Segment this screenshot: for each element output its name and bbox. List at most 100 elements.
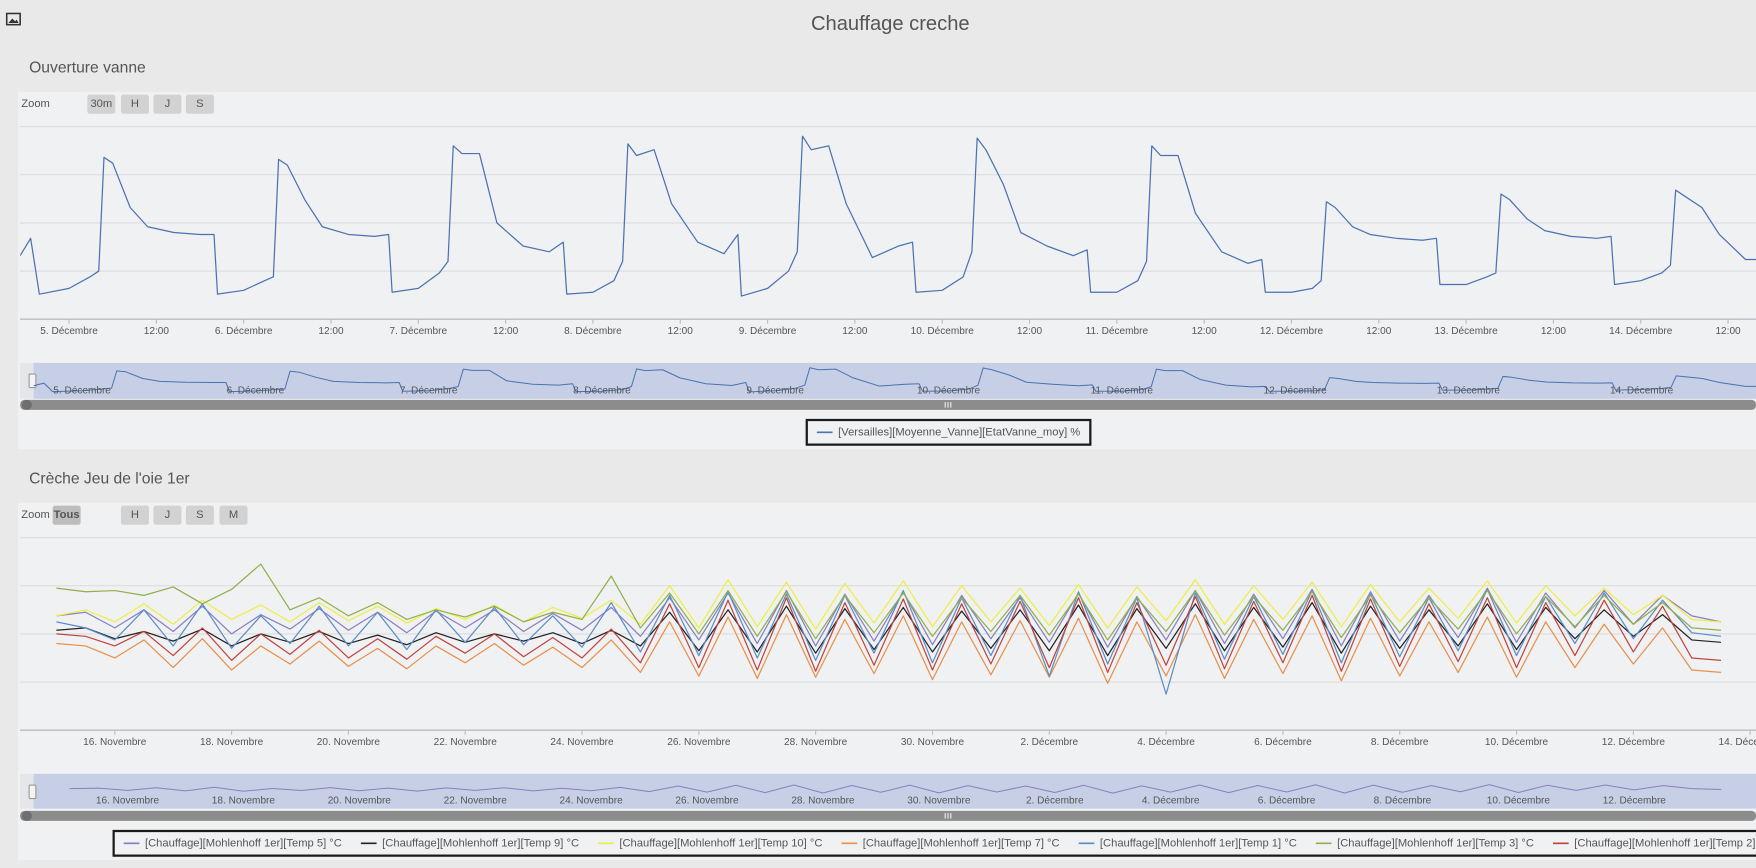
x-tick-label: 26. Novembre — [667, 737, 731, 748]
zoom-button-label[interactable]: S — [196, 509, 203, 521]
navigator-label: 10. Décembre — [1487, 795, 1551, 806]
navigator-label: 24. Novembre — [560, 795, 624, 806]
zoom-button[interactable] — [52, 505, 81, 525]
legend-box — [112, 829, 1756, 857]
section-title: Crèche Jeu de l'oie 1er — [29, 470, 190, 487]
legend-item[interactable]: [Chauffage][Mohlenhoff 1er][Temp 9] °C — [360, 837, 579, 849]
legend-label: [Chauffage][Mohlenhoff 1er][Temp 3] °C — [1337, 837, 1534, 849]
legend-label: [Chauffage][Mohlenhoff 1er][Temp 2] °C — [1574, 837, 1756, 849]
x-tick-label: 12:00 — [842, 326, 868, 337]
navigator-label: 4. Décembre — [1142, 795, 1200, 806]
zoom-label: Zoom — [21, 98, 50, 110]
navigator-label: 16. Novembre — [96, 795, 160, 806]
navigator-series — [69, 784, 1722, 794]
navigator-label: 30. Novembre — [907, 795, 971, 806]
x-tick-label: 12. Décembre — [1602, 737, 1666, 748]
image-icon[interactable] — [5, 12, 21, 26]
legend: [Versailles][Moyenne_Vanne][EtatVanne_mo… — [816, 426, 1080, 438]
legend-label: [Chauffage][Mohlenhoff 1er][Temp 7] °C — [863, 837, 1060, 849]
scrollbar-grip[interactable] — [944, 402, 952, 408]
scrollbar-arrow[interactable] — [21, 399, 32, 410]
legend-item[interactable]: [Chauffage][Mohlenhoff 1er][Temp 3] °C — [1315, 837, 1534, 849]
x-tick-label: 30. Novembre — [901, 737, 965, 748]
legend-item[interactable]: [Versailles][Moyenne_Vanne][EtatVanne_mo… — [816, 426, 1080, 438]
navigator-label: 7. Décembre — [400, 386, 458, 397]
navigator-label: 6. Décembre — [227, 386, 285, 397]
zoom-button-label[interactable]: H — [131, 98, 139, 110]
navigator-label: 28. Novembre — [791, 795, 855, 806]
navigator-label: 26. Novembre — [675, 795, 739, 806]
plot-area — [20, 135, 1756, 297]
x-tick-label: 18. Novembre — [200, 737, 264, 748]
zoom-button-label[interactable]: Tous — [54, 509, 80, 521]
zoom-button-label[interactable]: J — [165, 509, 171, 521]
x-tick-label: 24. Novembre — [550, 737, 614, 748]
navigator-label: 5. Décembre — [53, 386, 111, 397]
zoom-button-label[interactable]: S — [196, 98, 203, 110]
legend-item[interactable]: [Chauffage][Mohlenhoff 1er][Temp 1] °C — [1078, 837, 1297, 849]
legend-label: [Versailles][Moyenne_Vanne][EtatVanne_mo… — [838, 426, 1080, 438]
section-title: Ouverture vanne — [29, 59, 146, 76]
series-line — [56, 594, 1722, 674]
x-tick-label: 12:00 — [1366, 326, 1392, 337]
zoom-button[interactable] — [153, 505, 182, 525]
x-tick-label: 16. Novembre — [83, 737, 147, 748]
zoom-label: Zoom — [21, 509, 50, 521]
zoom-button[interactable] — [185, 94, 214, 114]
x-tick-label: 4. Décembre — [1137, 737, 1195, 748]
zoom-button-label[interactable]: 30m — [90, 98, 112, 110]
x-tick-label: 22. Novembre — [434, 737, 498, 748]
series-line — [56, 579, 1722, 630]
x-tick-label: 12:00 — [1017, 326, 1043, 337]
navigator-label: 18. Novembre — [212, 795, 276, 806]
navigator-selection[interactable] — [33, 773, 1756, 809]
zoom-button[interactable] — [120, 94, 149, 114]
zoom-button[interactable] — [87, 94, 116, 114]
x-tick-label: 13. Décembre — [1435, 326, 1499, 337]
legend-item[interactable]: [Chauffage][Mohlenhoff 1er][Temp 5] °C — [123, 837, 342, 849]
zoom-button[interactable] — [185, 505, 214, 525]
legend-item[interactable]: [Chauffage][Mohlenhoff 1er][Temp 7] °C — [841, 837, 1060, 849]
x-tick-label: 9. Décembre — [739, 326, 797, 337]
x-tick-label: 6. Décembre — [215, 326, 273, 337]
x-tick-label: 12:00 — [668, 326, 694, 337]
legend-label: [Chauffage][Mohlenhoff 1er][Temp 10] °C — [619, 837, 822, 849]
zoom-button-label[interactable]: H — [131, 509, 139, 521]
navigator-label: 8. Décembre — [573, 386, 631, 397]
scrollbar-arrow[interactable] — [21, 810, 32, 821]
navigator-label: 9. Décembre — [746, 386, 804, 397]
navigator-label: 8. Décembre — [1374, 795, 1432, 806]
x-tick-label: 12:00 — [493, 326, 519, 337]
x-tick-label: 6. Décembre — [1254, 737, 1312, 748]
navigator-label: 12. Décembre — [1263, 386, 1327, 397]
legend-item[interactable]: [Chauffage][Mohlenhoff 1er][Temp 2] °C — [1553, 837, 1756, 849]
series-line — [56, 587, 1722, 648]
x-tick-label: 14. Décembre — [1719, 737, 1756, 748]
x-tick-label: 12:00 — [1541, 326, 1567, 337]
zoom-button[interactable] — [120, 505, 149, 525]
x-tick-label: 10. Décembre — [1485, 737, 1549, 748]
legend-item[interactable]: [Chauffage][Mohlenhoff 1er][Temp 10] °C — [598, 837, 822, 849]
navigator-selection[interactable] — [33, 362, 1756, 399]
navigator-label: 13. Décembre — [1437, 386, 1501, 397]
navigator-label: 2. Décembre — [1026, 795, 1084, 806]
scrollbar-track[interactable] — [20, 399, 1756, 410]
legend-box — [805, 418, 1092, 446]
x-tick-label: 5. Décembre — [40, 326, 98, 337]
zoom-button[interactable] — [219, 505, 248, 525]
zoom-button[interactable] — [153, 94, 182, 114]
scrollbar-track[interactable] — [20, 810, 1756, 821]
series-line — [56, 614, 1722, 684]
scrollbar-grip[interactable] — [944, 813, 952, 819]
x-tick-label: 8. Décembre — [564, 326, 622, 337]
navigator-label: 22. Novembre — [444, 795, 508, 806]
navigator-handle[interactable] — [28, 373, 37, 389]
x-tick-label: 7. Décembre — [390, 326, 448, 337]
zoom-button-label[interactable]: M — [229, 509, 238, 521]
x-tick-label: 20. Novembre — [317, 737, 381, 748]
navigator-handle[interactable] — [28, 784, 37, 800]
zoom-button-label[interactable]: J — [165, 98, 171, 110]
legend-label: [Chauffage][Mohlenhoff 1er][Temp 1] °C — [1100, 837, 1297, 849]
